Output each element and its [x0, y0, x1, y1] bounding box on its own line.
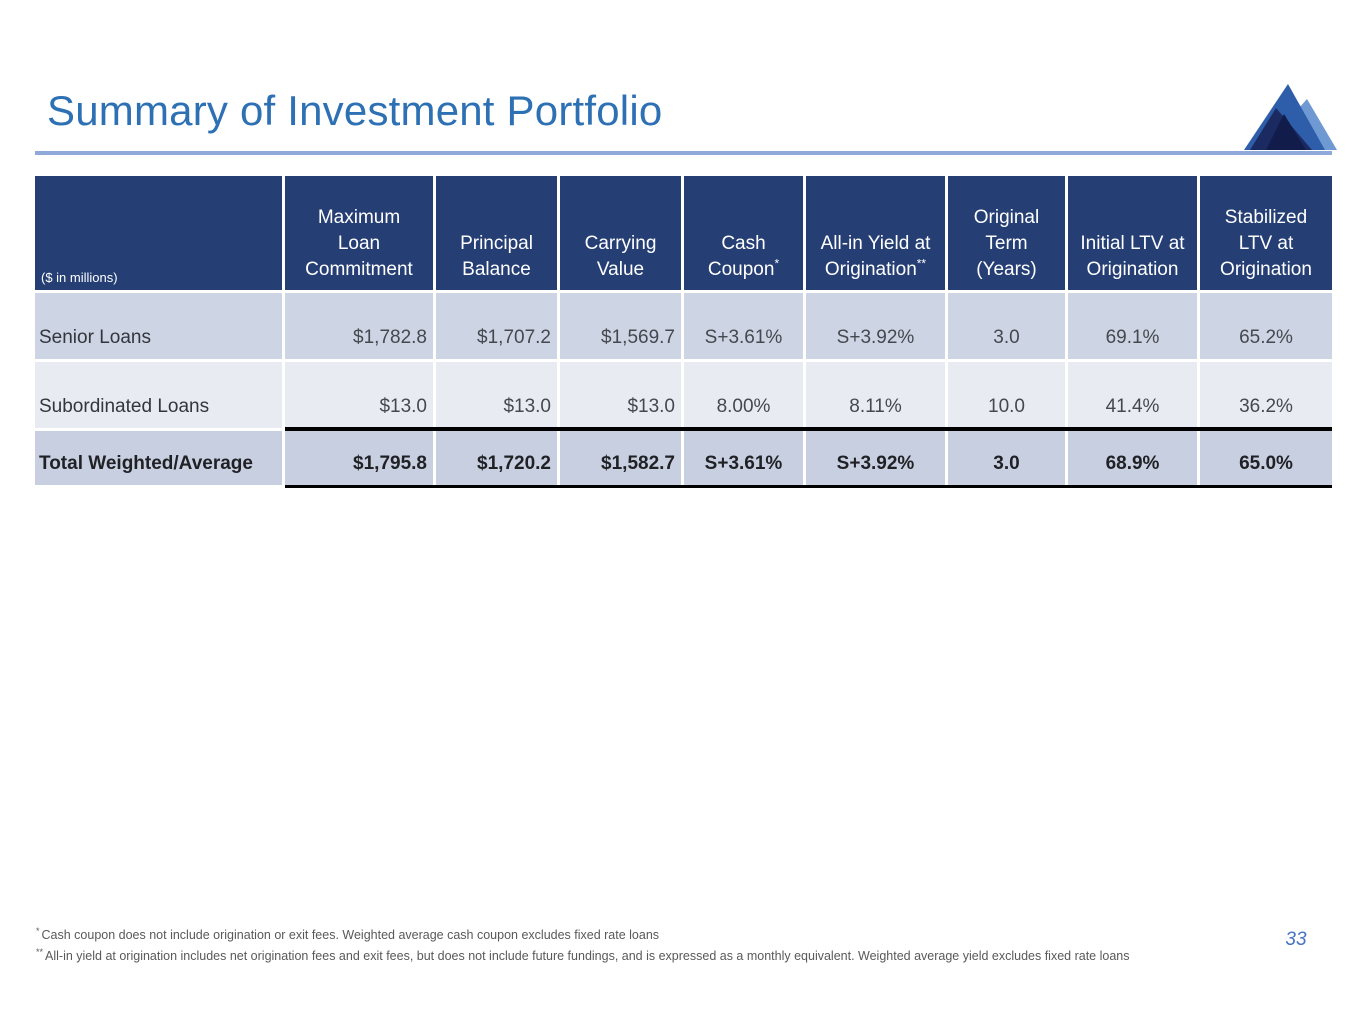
- footnote-line: * Cash coupon does not include originatio…: [36, 923, 1129, 944]
- value-cell: 36.2%: [1200, 362, 1332, 428]
- header-cell-maximum-loan-commitment: Maximum Loan Commitment: [285, 176, 433, 290]
- footnote-ref: **: [916, 256, 927, 271]
- header-cell-unit-note: ($ in millions): [35, 176, 282, 290]
- header-cell-carrying-value: Carrying Value: [560, 176, 681, 290]
- total-row-top-border: [285, 427, 1332, 431]
- footnote-text: Cash coupon does not include origination…: [41, 928, 660, 943]
- header-cell-all-in-yield: All-in Yield at Origination**: [806, 176, 945, 290]
- value-cell: $13.0: [560, 362, 681, 428]
- page-number: 33: [1285, 929, 1307, 950]
- value-cell: 8.11%: [806, 362, 945, 428]
- footnote-line: ** All-in yield at origination includes n…: [36, 944, 1129, 965]
- header-cell-initial-ltv: Initial LTV at Origination: [1068, 176, 1197, 290]
- value-cell: 10.0: [948, 362, 1065, 428]
- value-cell: 69.1%: [1068, 293, 1197, 359]
- value-cell: 65.0%: [1200, 431, 1332, 485]
- value-cell: $1,795.8: [285, 431, 433, 485]
- row-label-total-weighted-average: Total Weighted/Average: [35, 431, 282, 485]
- footnote-marker: **: [36, 946, 44, 957]
- total-row-bottom-border: [285, 485, 1332, 488]
- unit-note-label: ($ in millions): [41, 270, 118, 285]
- footnote-ref: *: [774, 256, 780, 271]
- value-cell: $1,720.2: [436, 431, 557, 485]
- value-cell: 3.0: [948, 293, 1065, 359]
- value-cell: 41.4%: [1068, 362, 1197, 428]
- value-cell: S+3.92%: [806, 293, 945, 359]
- value-cell: 3.0: [948, 431, 1065, 485]
- value-cell: S+3.61%: [684, 431, 803, 485]
- value-cell: $13.0: [436, 362, 557, 428]
- row-label-subordinated-loans: Subordinated Loans: [35, 362, 282, 428]
- slide-title: Summary of Investment Portfolio: [47, 87, 663, 134]
- value-cell: S+3.92%: [806, 431, 945, 485]
- value-cell: 8.00%: [684, 362, 803, 428]
- value-cell: $1,569.7: [560, 293, 681, 359]
- footnote-text: All-in yield at origination includes net…: [45, 948, 1130, 963]
- value-cell: $1,707.2: [436, 293, 557, 359]
- footnotes: * Cash coupon does not include originatio…: [36, 923, 1129, 964]
- mountain-logo-icon: [1244, 84, 1337, 150]
- header-cell-cash-coupon: Cash Coupon*: [684, 176, 803, 290]
- title-underline-rule: [35, 151, 1332, 155]
- footnote-marker: *: [36, 926, 40, 936]
- value-cell: $1,582.7: [560, 431, 681, 485]
- logo-darkest-triangle: [1266, 114, 1306, 150]
- value-cell: 68.9%: [1068, 431, 1197, 485]
- row-label-senior-loans: Senior Loans: [35, 293, 282, 359]
- value-cell: $1,782.8: [285, 293, 433, 359]
- value-cell: 65.2%: [1200, 293, 1332, 359]
- header-cell-principal-balance: Principal Balance: [436, 176, 557, 290]
- value-cell: S+3.61%: [684, 293, 803, 359]
- investment-portfolio-table: ($ in millions) Maximum Loan Commitment …: [35, 176, 1332, 488]
- value-cell: $13.0: [285, 362, 433, 428]
- header-cell-stabilized-ltv: Stabilized LTV at Origination: [1200, 176, 1332, 290]
- header-cell-original-term: Original Term (Years): [948, 176, 1065, 290]
